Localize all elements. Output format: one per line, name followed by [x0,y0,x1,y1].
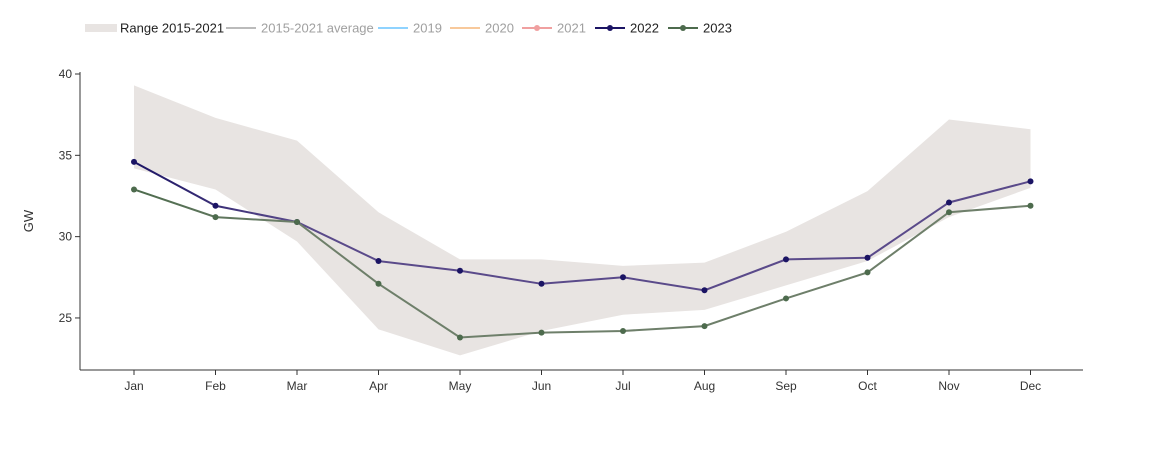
legend-label: Range 2015-2021 [120,21,224,36]
x-tick-label-oct: Oct [858,379,877,393]
legend-item-range-2015-2021[interactable]: Range 2015-2021 [85,21,224,36]
y-ticks: 25 30 35 40 [59,67,80,325]
series-line-2022 [133,160,1031,292]
legend-item-2015-2021-average[interactable]: 2015-2021 average [226,21,374,36]
range-band-layer [134,85,1031,356]
point-2022-jan [131,158,137,165]
point-2022-jun [538,280,545,287]
point-2023-nov [946,209,952,216]
point-2022-oct [864,254,871,261]
x-tick-label-aug: Aug [694,379,715,393]
legend-swatch [85,24,117,32]
y-tick-label: 40 [59,67,73,81]
legend-label: 2023 [703,21,732,36]
point-2022-may [457,267,463,274]
legend-label: 2021 [557,21,586,36]
point-2023-aug [701,323,708,330]
point-2023-feb [212,214,219,221]
legend-item-2019[interactable]: 2019 [378,21,442,36]
point-2023-dec [1027,202,1034,209]
point-2022-jul [620,274,626,281]
legend-marker [534,25,540,31]
x-tick-label-jun: Jun [532,379,551,393]
legend-label: 2022 [630,21,659,36]
series-lines [133,160,1031,339]
x-tick-label-mar: Mar [287,379,308,393]
point-2023-jul [620,327,626,334]
point-2023-sep [783,295,789,302]
axes: GW [21,72,1083,371]
point-2022-apr [375,258,382,265]
point-2023-jan [131,186,137,193]
legend-label: 2015-2021 average [261,21,374,36]
legend-item-2022[interactable]: 2022 [595,21,659,36]
point-2023-mar [294,219,300,225]
x-tick-label-feb: Feb [205,379,226,393]
range-band [134,85,1031,356]
series-line-2023 [133,188,1031,339]
point-2023-apr [375,280,382,287]
x-tick-label-nov: Nov [938,379,959,393]
x-tick-label-jul: Jul [615,379,630,393]
x-tick-label-dec: Dec [1020,379,1041,393]
y-tick-label: 30 [59,230,73,244]
point-2022-dec [1027,178,1034,185]
x-tick-label-may: May [449,379,472,393]
y-tick-label: 25 [59,311,73,325]
y-axis-label: GW [21,209,36,232]
legend-label: 2020 [485,21,514,36]
legend-marker [607,25,613,31]
point-2022-feb [212,202,219,209]
legend-item-2023[interactable]: 2023 [668,21,732,36]
x-ticks: Jan Feb Mar Apr May Jun Jul Aug Sep Oct Nov Dec [124,370,1041,393]
legend-marker [680,25,686,31]
series-points [131,158,1034,341]
point-2022-sep [783,256,789,263]
x-tick-label-jan: Jan [124,379,143,393]
x-tick-label-sep: Sep [775,379,797,393]
legend-label: 2019 [413,21,442,36]
legend: Range 2015-2021 2015-2021 average 2019 2020… [85,21,732,36]
point-2023-oct [864,269,871,276]
point-2023-may [457,334,463,341]
point-2022-nov [946,199,952,206]
legend-item-2020[interactable]: 2020 [450,21,514,36]
point-2022-aug [701,287,708,294]
point-2023-jun [538,329,545,336]
y-tick-label: 35 [59,148,73,162]
x-tick-label-apr: Apr [369,379,388,393]
legend-item-2021[interactable]: 2021 [522,21,586,36]
